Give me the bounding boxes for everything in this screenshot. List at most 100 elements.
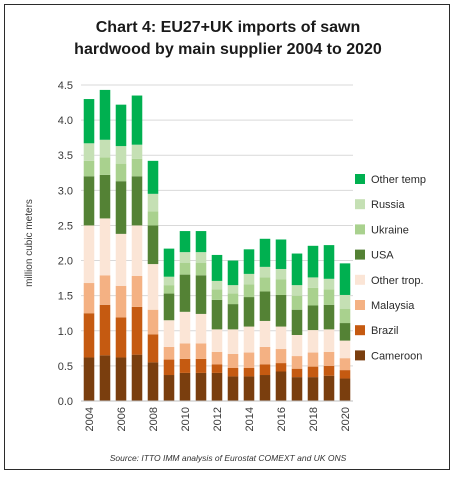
legend-swatch <box>355 199 365 210</box>
bar-segment-other-temp-2020 <box>339 263 351 295</box>
bar-segment-usa-2015 <box>259 291 271 321</box>
chart-frame: Chart 4: EU27+UK imports of sawn hardwoo… <box>4 4 450 470</box>
y-tick-label: 4.0 <box>58 115 73 127</box>
legend-swatch <box>355 249 365 260</box>
x-tick-label: 2006 <box>116 407 128 431</box>
bar-segment-other-trop-2014 <box>243 326 255 353</box>
bar-segment-russia-2009 <box>163 276 175 286</box>
bar-segment-malaysia-2016 <box>275 349 287 364</box>
legend-swatch <box>355 350 365 361</box>
bar-segment-russia-2006 <box>115 146 127 164</box>
bar-segment-cameroon-2015 <box>259 375 271 401</box>
bar-segment-brazil-2020 <box>339 370 351 379</box>
bar-segment-malaysia-2018 <box>307 352 319 367</box>
bar-segment-brazil-2012 <box>211 364 223 373</box>
bar-segment-cameroon-2004 <box>83 357 95 401</box>
legend-label: Malaysia <box>371 300 415 312</box>
bar-segment-malaysia-2004 <box>83 283 95 314</box>
bar-segment-russia-2004 <box>83 143 95 161</box>
bar-segment-ukraine-2005 <box>99 157 111 175</box>
legend-swatch <box>355 325 365 336</box>
bar-segment-cameroon-2005 <box>99 355 111 401</box>
bar-segment-other-trop-2020 <box>339 340 351 359</box>
bar-segment-ukraine-2020 <box>339 309 351 324</box>
bar-segment-russia-2005 <box>99 139 111 158</box>
bar-segment-ukraine-2006 <box>115 163 127 182</box>
legend-label: Russia <box>371 199 406 211</box>
bar-segment-other-trop-2005 <box>99 218 111 276</box>
bar-segment-russia-2013 <box>227 285 239 294</box>
legend-label: USA <box>371 250 394 262</box>
bar-segment-ukraine-2012 <box>211 289 223 300</box>
bar-segment-ukraine-2019 <box>323 289 335 305</box>
bar-segment-usa-2012 <box>211 299 223 330</box>
bar-segment-cameroon-2007 <box>131 354 143 401</box>
bar-segment-russia-2018 <box>307 277 319 288</box>
bar-segment-usa-2020 <box>339 323 351 341</box>
bar-segment-usa-2010 <box>179 274 191 312</box>
bar-segment-other-temp-2016 <box>275 239 287 269</box>
bar-segment-other-temp-2012 <box>211 254 223 281</box>
bar-segment-usa-2019 <box>323 304 335 330</box>
bar-segment-cameroon-2016 <box>275 371 287 401</box>
bar-segment-russia-2015 <box>259 266 271 278</box>
bar-segment-malaysia-2005 <box>99 275 111 305</box>
x-tick-label: 2008 <box>148 407 160 431</box>
bar-segment-brazil-2014 <box>243 367 255 377</box>
y-tick-label: 3.5 <box>58 150 73 162</box>
bar-segment-other-temp-2015 <box>259 238 271 267</box>
bar-segment-other-temp-2007 <box>131 95 143 145</box>
bar-segment-usa-2014 <box>243 297 255 327</box>
bar-segment-russia-2016 <box>275 268 287 280</box>
bar-segment-cameroon-2014 <box>243 376 255 401</box>
bar-segment-brazil-2017 <box>291 368 303 378</box>
bar-segment-other-trop-2008 <box>147 264 159 310</box>
bar-segment-other-trop-2007 <box>131 225 143 277</box>
bar-segment-russia-2007 <box>131 144 143 159</box>
legend-swatch <box>355 274 365 285</box>
bar-segment-russia-2019 <box>323 278 335 290</box>
bar-segment-other-trop-2010 <box>179 311 191 344</box>
bar-segment-ukraine-2004 <box>83 160 95 177</box>
bar-segment-russia-2017 <box>291 285 303 296</box>
bar-segment-brazil-2019 <box>323 365 335 376</box>
bar-segment-malaysia-2012 <box>211 351 223 365</box>
bar-segment-other-trop-2019 <box>323 329 335 352</box>
bar-segment-cameroon-2008 <box>147 362 159 401</box>
bar-segment-malaysia-2014 <box>243 352 255 368</box>
y-tick-label: 2.0 <box>58 256 73 268</box>
bar-segment-ukraine-2014 <box>243 284 255 298</box>
bar-segment-brazil-2010 <box>179 358 191 373</box>
y-axis-label: million cubic meters <box>24 199 35 287</box>
bar-segment-cameroon-2011 <box>195 372 207 401</box>
legend-label: Other temp <box>371 174 426 186</box>
bar-segment-usa-2006 <box>115 181 127 234</box>
bar-segment-malaysia-2011 <box>195 343 207 359</box>
y-tick-label: 0.0 <box>58 396 73 408</box>
bar-segment-malaysia-2006 <box>115 285 127 318</box>
chart-plot-svg: 0.0 0.5 1.0 1.5 2.0 2.5 3.0 3.5 4.0 4.5 2004 2006 20… <box>24 80 426 431</box>
bar-segment-ukraine-2016 <box>275 279 287 295</box>
bar-segment-cameroon-2012 <box>211 372 223 401</box>
bar-segment-ukraine-2011 <box>195 262 207 276</box>
bar-segment-brazil-2008 <box>147 334 159 363</box>
bar-segment-brazil-2006 <box>115 317 127 358</box>
y-tick-label: 1.5 <box>58 291 73 303</box>
bar-segment-russia-2014 <box>243 273 255 285</box>
x-tick-label: 2018 <box>308 407 320 431</box>
bar-segment-other-temp-2011 <box>195 231 207 253</box>
y-tick-label: 0.5 <box>58 361 73 373</box>
bar-segment-malaysia-2007 <box>131 276 143 307</box>
bar-segment-ukraine-2018 <box>307 287 319 306</box>
legend-swatch <box>355 174 365 184</box>
legend-label: Cameroon <box>371 350 422 362</box>
bar-segment-usa-2007 <box>131 176 143 226</box>
legend-label: Brazil <box>371 325 399 337</box>
bar-segment-malaysia-2017 <box>291 356 303 369</box>
bar-segment-other-temp-2005 <box>99 89 111 140</box>
bar-segment-other-trop-2013 <box>227 329 239 354</box>
x-tick-label: 2014 <box>244 407 256 431</box>
bar-segment-usa-2018 <box>307 305 319 331</box>
legend-label: Other trop. <box>371 275 424 287</box>
bar-segment-brazil-2005 <box>99 304 111 356</box>
